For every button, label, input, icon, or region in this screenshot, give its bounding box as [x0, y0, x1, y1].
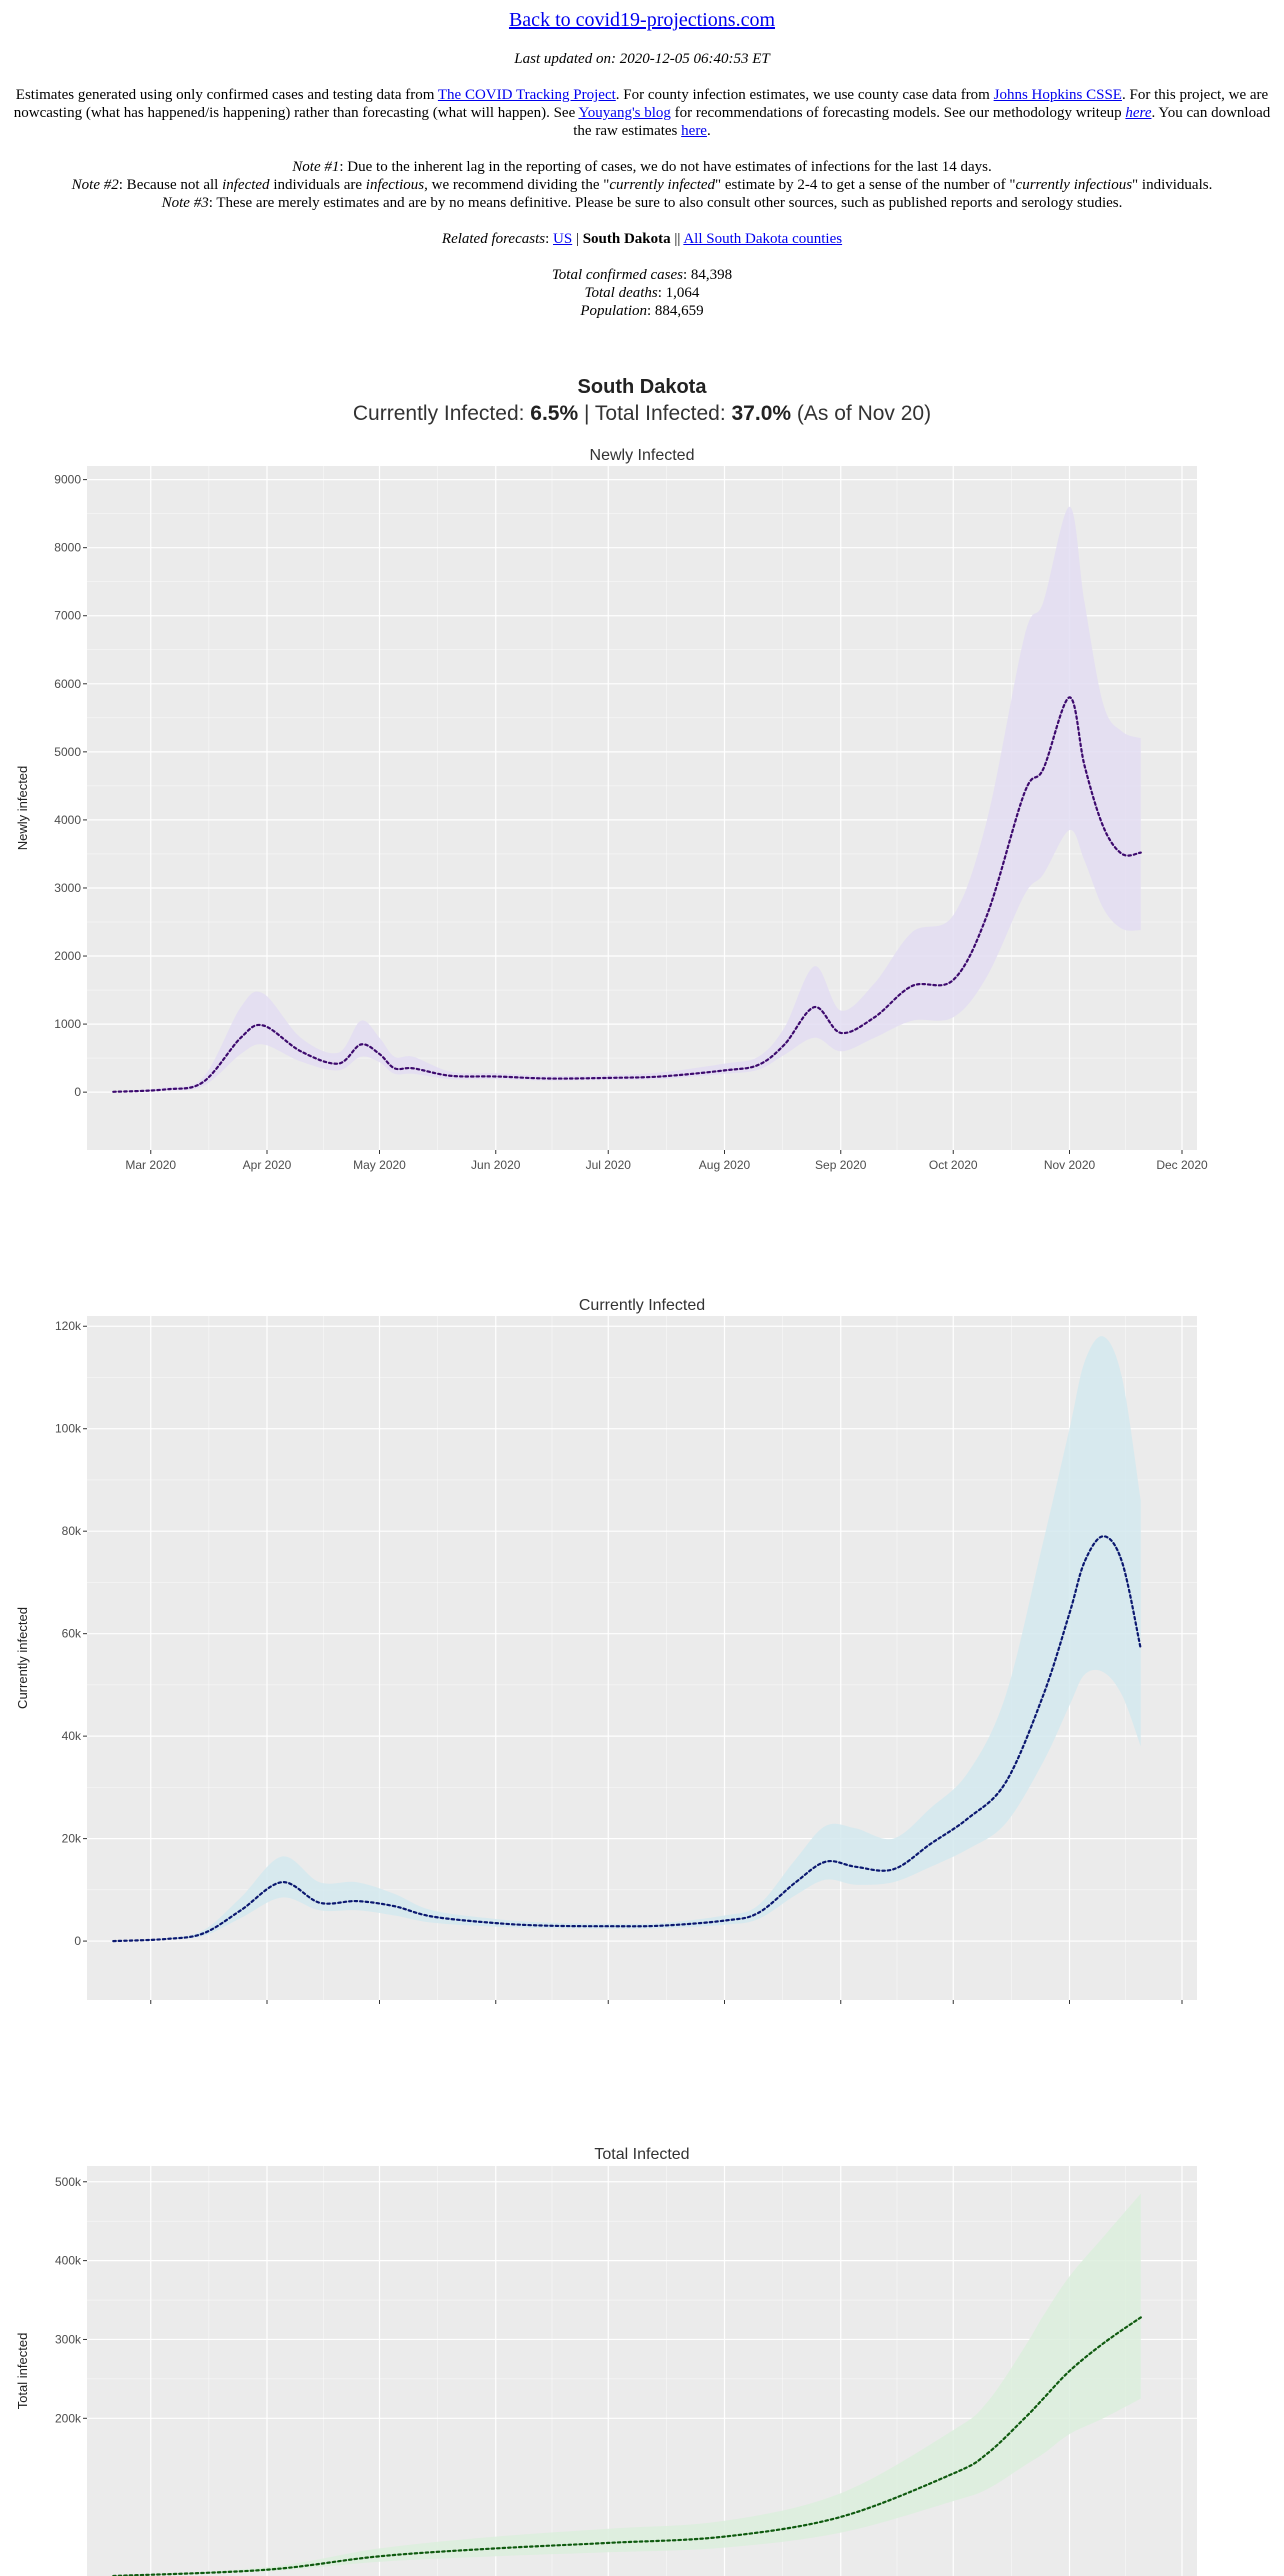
y-tick-label: 0 [74, 1934, 81, 1948]
related-us-link[interactable]: US [553, 231, 573, 247]
newly-infected-chart: 0 1000 2000 3000 4000 5000 6000 7000 8000 9000 Mar… [15, 466, 1208, 1172]
series-group [112, 1336, 1142, 1943]
y-tick-label: 300k [55, 2332, 82, 2346]
related-counties-link[interactable]: All South Dakota counties [683, 231, 843, 247]
x-tick-label: Mar 2020 [125, 1158, 176, 1172]
x-tick-label: Apr 2020 [243, 1158, 292, 1172]
y-tick-label: 9000 [54, 473, 81, 487]
y-tick-label: 60k [62, 1627, 82, 1641]
summary-stats: Total confirmed cases: 84,398 Total deat… [0, 266, 1284, 320]
y-tick-label: 20k [62, 1832, 82, 1846]
back-link[interactable]: Back to covid19-projections.com [508, 9, 776, 31]
state-summary: Currently Infected: 6.5% | Total Infecte… [352, 402, 932, 425]
series-group [112, 506, 1142, 1093]
current-estimate-line [112, 1535, 1142, 1943]
y-tick-label: 6000 [54, 677, 81, 691]
y-tick-label: 500k [55, 2175, 82, 2189]
x-tick-label: Sep 2020 [815, 1158, 867, 1172]
y-axis-title: Newly infected [15, 766, 30, 851]
y-tick-label: 4000 [54, 813, 81, 827]
x-tick-label: Oct 2020 [929, 1158, 978, 1172]
youyang-blog-link[interactable]: Youyang's blog [578, 105, 671, 121]
last-updated: Last updated on: 2020-12-05 06:40:53 ET [514, 51, 770, 67]
x-tick-label: Nov 2020 [1044, 1158, 1096, 1172]
raw-estimates-link[interactable]: here [681, 123, 707, 139]
y-tick-label: 40k [62, 1729, 82, 1743]
related-current-state: South Dakota [582, 231, 671, 247]
covid-tracking-link[interactable]: The COVID Tracking Project [437, 87, 616, 103]
x-tick-label: Dec 2020 [1156, 1158, 1208, 1172]
chart-title-total: Total Infected [594, 2146, 690, 2163]
y-tick-label: 100k [55, 1422, 82, 1436]
note-2: Note #2: Because not all infected indivi… [71, 177, 1213, 193]
y-tick-label: 1000 [54, 1017, 81, 1031]
total-estimate-line [112, 2316, 1142, 2576]
chart-title-newly: Newly Infected [589, 447, 695, 464]
methodology-link[interactable]: here [1125, 105, 1152, 121]
y-tick-label: 2000 [54, 949, 81, 963]
y-tick-label: 5000 [54, 745, 81, 759]
notes: Note #1: Due to the inherent lag in the … [0, 158, 1284, 212]
note-3: Note #3: These are merely estimates and … [161, 195, 1123, 211]
intro-paragraph: Estimates generated using only confirmed… [13, 87, 1271, 139]
total-cases: Total confirmed cases: 84,398 [551, 267, 733, 283]
series-group [112, 2193, 1142, 2576]
note-1: Note #1: Due to the inherent lag in the … [292, 159, 992, 175]
population: Population: 884,659 [580, 303, 704, 319]
y-tick-label: 7000 [54, 609, 81, 623]
y-tick-label: 3000 [54, 881, 81, 895]
related-forecasts: Related forecasts: US | South Dakota || … [441, 231, 843, 247]
state-title: South Dakota [577, 376, 707, 398]
x-tick-label: Aug 2020 [699, 1158, 751, 1172]
x-tick-label: Jul 2020 [586, 1158, 632, 1172]
x-tick-label: Jun 2020 [471, 1158, 521, 1172]
y-tick-label: 200k [55, 2411, 82, 2425]
y-axis-title: Total infected [15, 2333, 30, 2410]
total-confidence-band [113, 2193, 1141, 2576]
y-tick-label: 120k [55, 1319, 82, 1333]
newly-estimate-line [112, 696, 1142, 1093]
y-tick-label: 0 [74, 1085, 81, 1099]
chart-title-current: Currently Infected [578, 1297, 706, 1314]
total-deaths: Total deaths: 1,064 [584, 285, 700, 301]
currently-infected-chart: 0 20k 40k 60k 80k 100k 120k Currently infected [15, 1316, 1197, 2004]
total-infected-chart: 200k 300k 400k 500k Total infected [15, 2166, 1197, 2576]
y-tick-label: 80k [62, 1524, 82, 1538]
y-axis-title: Currently infected [15, 1607, 30, 1709]
jhu-link[interactable]: Johns Hopkins CSSE [993, 87, 1122, 103]
y-tick-label: 400k [55, 2254, 82, 2268]
y-tick-label: 8000 [54, 541, 81, 555]
x-tick-label: May 2020 [353, 1158, 406, 1172]
